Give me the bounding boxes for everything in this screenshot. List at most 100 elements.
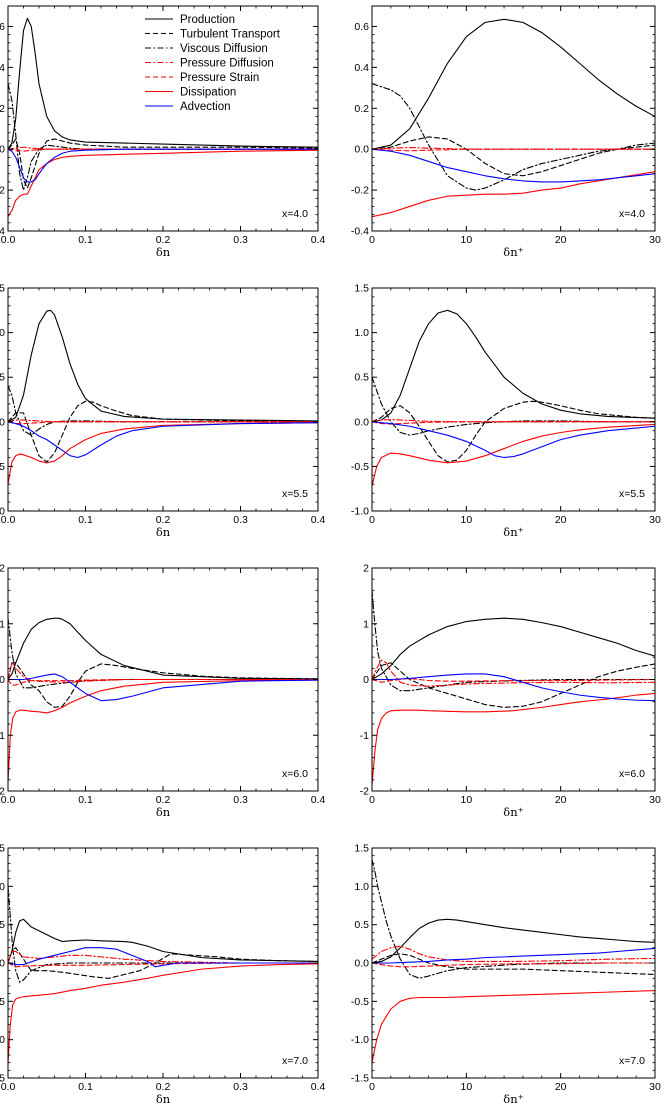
series-line-dissipation	[8, 149, 318, 218]
x-tick-label: 0.1	[78, 514, 93, 526]
x-tick-label: 20	[555, 794, 567, 806]
y-tick-label: 0.6	[354, 21, 369, 33]
x-tick-label: 0.3	[233, 514, 248, 526]
series-line-production	[372, 18, 655, 150]
series-line-production	[372, 918, 655, 964]
y-tick-label: -1.0	[351, 1034, 369, 1046]
series-line-dissipation	[372, 692, 655, 786]
x-axis-label: δn⁺	[503, 805, 523, 819]
series-group	[372, 589, 655, 786]
series-line-viscous-diffusion	[8, 617, 318, 689]
y-tick-label: -1	[0, 730, 5, 742]
series-line-turbulent-transport	[8, 138, 318, 189]
series-line-dissipation	[8, 679, 318, 784]
series-line-viscous-diffusion	[8, 885, 318, 983]
x-axis-label: δn	[156, 805, 171, 819]
x-axis-label: δn⁺	[503, 1092, 523, 1106]
y-tick-label: 0	[0, 674, 5, 686]
x-tick-label: 0.2	[156, 794, 171, 806]
y-tick-label: 1.0	[354, 881, 369, 893]
series-line-advection	[8, 421, 318, 459]
x-tick-label: 0.1	[78, 1081, 93, 1093]
y-tick-label: -2	[360, 786, 369, 798]
series-line-advection	[8, 947, 318, 968]
x-axis-label: δn	[156, 525, 171, 539]
series-line-pressure-diffusion	[8, 146, 318, 150]
y-tick-label: 0.0	[354, 144, 369, 156]
y-tick-label: -1.5	[0, 1073, 5, 1085]
legend-entry-turbulent-transport: Turbulent Transport	[180, 29, 281, 41]
x-tick-label: 0.0	[1, 1081, 16, 1093]
series-group	[8, 617, 318, 784]
y-tick-label: -0.4	[351, 226, 369, 238]
y-tick-label: -1.5	[351, 1073, 369, 1085]
y-tick-label: -1.0	[0, 506, 5, 518]
series-line-pressure-strain	[8, 678, 318, 686]
panel-annotation: x=6.0	[619, 768, 645, 780]
y-tick-label: 0.6	[0, 21, 5, 33]
x-tick-label: 10	[460, 514, 472, 526]
legend-entry-pressure-strain: Pressure Strain	[180, 72, 259, 84]
x-tick-label: 30	[649, 1081, 661, 1093]
series-line-turbulent-transport	[8, 662, 318, 708]
series-line-pressure-strain	[8, 148, 318, 152]
series-line-production	[8, 309, 318, 423]
series-line-pressure-diffusion	[372, 147, 655, 150]
y-tick-label: 2	[363, 563, 369, 575]
x-tick-label: 20	[555, 1081, 567, 1093]
y-tick-label: 0	[363, 674, 369, 686]
panel-row2-right: 0 10 20 30 -1.0 -0.5 0.0 0.5 1.0 1.5 δn⁺ x=5.5	[351, 283, 661, 540]
y-tick-label: 0.5	[0, 919, 5, 931]
y-tick-label: -0.5	[0, 996, 5, 1008]
legend-entry-viscous-diffusion: Viscous Diffusion	[180, 43, 268, 55]
series-line-pressure-diffusion	[8, 950, 318, 964]
series-group	[372, 18, 655, 218]
series-line-dissipation	[8, 963, 318, 1064]
y-tick-label: 0.2	[0, 103, 5, 115]
y-tick-label: 1.0	[0, 327, 5, 339]
y-tick-label: -0.2	[0, 185, 5, 197]
series-line-viscous-diffusion	[8, 385, 318, 436]
y-tick-label: 1.5	[0, 283, 5, 295]
series-line-viscous-diffusion	[372, 83, 655, 191]
panel-row1-left: 0.0 0.1 0.2 0.3 0.4 -0.4 -0.2 0.0 0.2 0.4 0.6 δn x=4…	[0, 5, 326, 259]
plot-frame	[7, 287, 319, 512]
series-line-pressure-diffusion	[8, 419, 318, 423]
y-tick-label: 1.0	[0, 881, 5, 893]
y-tick-label: 1.0	[354, 327, 369, 339]
x-axis-label: δn	[156, 245, 171, 259]
y-tick-label: 0.2	[354, 103, 369, 115]
series-line-pressure-diffusion	[372, 659, 655, 687]
x-tick-label: 0.1	[78, 234, 93, 246]
x-tick-label: 0	[369, 234, 375, 246]
series-group	[8, 309, 318, 485]
series-line-advection	[8, 148, 318, 183]
x-tick-label: 0.1	[78, 794, 93, 806]
y-tick-label: -0.2	[351, 185, 369, 197]
x-tick-label: 0.2	[156, 234, 171, 246]
y-tick-label: 1.5	[0, 843, 5, 855]
panel-row3-right: 0 10 20 30 -2 -1 0 1 2 δn⁺ x=6.0	[360, 563, 661, 820]
series-line-production	[372, 617, 655, 681]
legend-entry-dissipation: Dissipation	[180, 87, 236, 99]
series-line-advection	[372, 947, 655, 964]
series-line-pressure-diffusion	[372, 945, 655, 963]
y-tick-label: -2	[0, 786, 5, 798]
x-tick-label: 0.4	[311, 1081, 326, 1093]
y-tick-label: 0.0	[0, 144, 5, 156]
y-tick-label: 1	[363, 618, 369, 630]
x-tick-label: 30	[649, 794, 661, 806]
y-tick-label: 0.5	[354, 372, 369, 384]
x-tick-label: 0.4	[311, 234, 326, 246]
y-tick-label: 0.0	[0, 416, 5, 428]
x-tick-label: 0.0	[1, 794, 16, 806]
x-tick-label: 0.0	[1, 234, 16, 246]
series-line-turbulent-transport	[8, 947, 318, 979]
y-tick-label: 0.4	[0, 62, 5, 74]
y-tick-label: 2	[0, 563, 5, 575]
series-line-turbulent-transport	[8, 400, 318, 463]
y-tick-label: -0.5	[0, 461, 5, 473]
panel-row4-left: 0.0 0.1 0.2 0.3 0.4 -1.5 -1.0 -0.5 0.0 0.5 1.0 1.5 δ…	[0, 843, 325, 1107]
